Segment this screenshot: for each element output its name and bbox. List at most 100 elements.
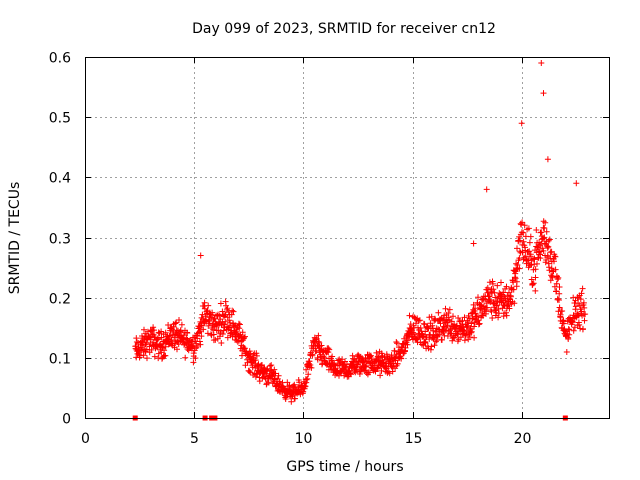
data-point (216, 312, 223, 319)
y-tick-label: 0.3 (49, 232, 71, 248)
data-point (581, 317, 588, 324)
data-point (205, 302, 212, 309)
data-point (389, 368, 396, 375)
data-point (348, 371, 355, 378)
data-point (576, 321, 583, 328)
chart-title: Day 099 of 2023, SRMTID for receiver cn1… (192, 21, 496, 37)
data-point (406, 312, 413, 319)
data-point (532, 287, 539, 294)
data-point (552, 253, 559, 260)
data-point (271, 366, 278, 373)
data-point (133, 339, 140, 345)
data-point (462, 332, 469, 339)
data-point (577, 296, 584, 303)
data-point (230, 308, 237, 315)
data-point (271, 376, 278, 383)
data-point (527, 233, 534, 240)
data-point-peak (483, 186, 490, 193)
data-point (483, 308, 490, 315)
data-point (530, 280, 537, 287)
data-point (170, 323, 177, 330)
data-point (461, 314, 468, 321)
data-point (292, 395, 298, 402)
data-point (288, 398, 295, 405)
y-tick-label: 0.2 (49, 292, 71, 308)
data-point (141, 326, 147, 333)
data-point (492, 294, 499, 301)
data-point (471, 334, 478, 341)
data-point (222, 318, 229, 325)
data-point (516, 265, 523, 272)
data-point (475, 294, 481, 301)
data-point (437, 320, 444, 327)
data-point (542, 219, 549, 226)
data-point (363, 362, 370, 369)
data-point (519, 219, 526, 226)
data-point (391, 348, 398, 354)
data-point (136, 352, 143, 359)
data-point (422, 340, 429, 346)
data-point (265, 379, 272, 386)
data-point (377, 372, 384, 379)
data-point (565, 326, 572, 333)
data-point (435, 309, 442, 316)
x-tick-label: 20 (514, 431, 532, 447)
data-point (356, 371, 363, 377)
data-point (570, 327, 577, 334)
data-point (526, 239, 533, 246)
data-point (253, 350, 260, 357)
y-axis-label: SRMTID / TECUs (7, 182, 23, 295)
x-tick-label: 15 (405, 431, 423, 447)
data-point (439, 336, 445, 343)
data-point (541, 225, 548, 232)
data-point (507, 293, 514, 300)
data-point (194, 343, 201, 349)
data-point (468, 328, 475, 335)
data-point (490, 286, 497, 293)
data-point (249, 364, 256, 371)
data-point-peak (197, 252, 204, 259)
data-point (495, 314, 502, 321)
data-point (556, 297, 562, 303)
data-point (325, 345, 332, 352)
data-point (566, 331, 573, 338)
data-point (528, 276, 535, 283)
data-point (540, 247, 547, 254)
data-point (315, 338, 322, 345)
data-point (467, 325, 474, 332)
data-point (572, 297, 579, 304)
data-point (488, 308, 495, 315)
data-point (489, 280, 496, 287)
data-point (132, 343, 139, 350)
data-point (563, 349, 570, 355)
data-point (162, 352, 169, 359)
data-point (149, 331, 156, 337)
data-point (529, 281, 536, 288)
data-point (500, 289, 507, 296)
data-point (378, 367, 385, 374)
data-point (581, 304, 588, 311)
data-point (506, 289, 512, 296)
data-point (532, 274, 539, 281)
data-point (506, 305, 513, 312)
data-point (498, 279, 504, 286)
data-point (393, 339, 400, 345)
data-point (554, 276, 561, 283)
data-point (210, 331, 217, 338)
data-point (209, 311, 216, 318)
data-point (143, 339, 150, 346)
data-point (144, 355, 150, 362)
data-point (166, 333, 173, 339)
data-point (246, 348, 253, 355)
data-point (162, 329, 169, 336)
data-point (329, 353, 336, 360)
data-point (465, 319, 472, 326)
data-point (241, 334, 247, 341)
data-point (580, 325, 586, 332)
data-point (308, 364, 315, 371)
data-point (174, 346, 180, 353)
data-point (247, 369, 254, 376)
data-point (415, 317, 422, 324)
data-point (259, 362, 265, 368)
data-point (536, 242, 543, 249)
